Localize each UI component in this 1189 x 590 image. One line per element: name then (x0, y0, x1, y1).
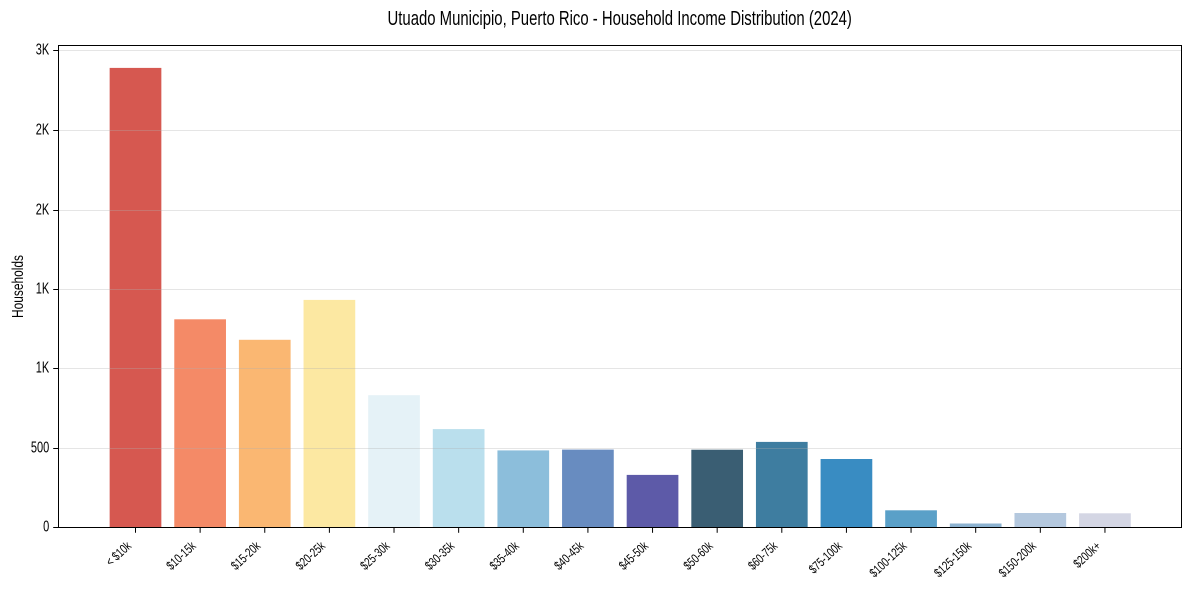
svg-text:3K: 3K (36, 41, 50, 58)
svg-text:1K: 1K (36, 280, 50, 297)
svg-text:2K: 2K (36, 121, 50, 138)
svg-text:0: 0 (43, 518, 49, 535)
svg-text:500: 500 (31, 439, 49, 456)
svg-text:Households: Households (9, 255, 26, 318)
svg-text:2K: 2K (36, 201, 50, 218)
svg-text:1K: 1K (36, 359, 50, 376)
svg-text:Utuado Municipio, Puerto Rico: Utuado Municipio, Puerto Rico - Househol… (388, 7, 852, 30)
